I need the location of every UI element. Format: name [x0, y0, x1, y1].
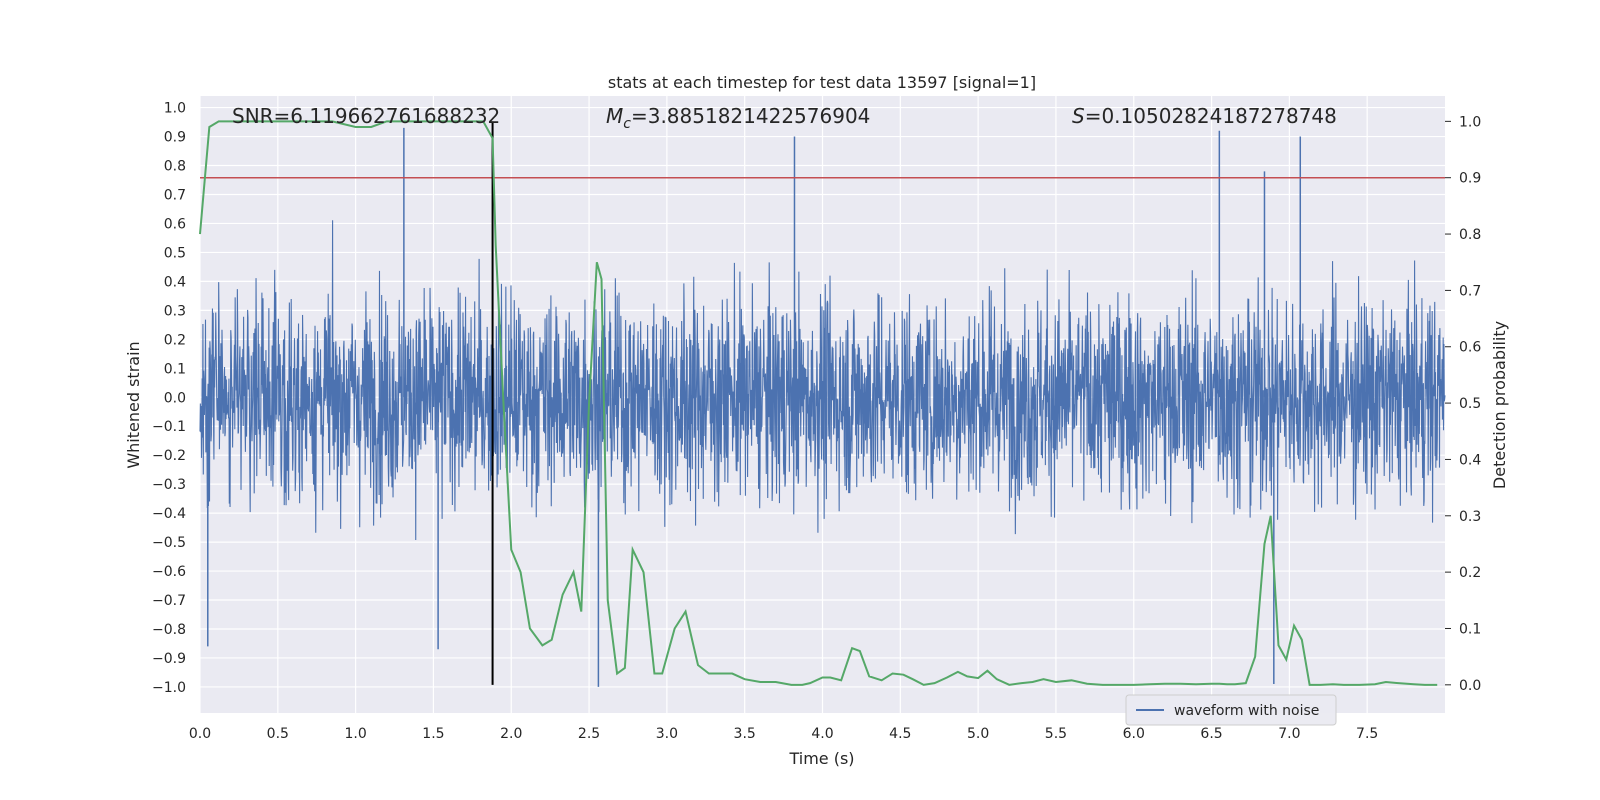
x-tick-label-8: 4.0: [811, 726, 833, 742]
left-tick-label-15: −0.5: [152, 535, 186, 551]
chirp-mass-value: =3.8851821422576904: [631, 104, 870, 128]
waveform-series: [199, 127, 1446, 687]
left-tick-label-19: −0.9: [152, 651, 186, 667]
left-tick-label-2: 0.8: [164, 159, 186, 175]
left-axis-ticks: 1.0 0.9 0.8 0.7 0.6 0.5 0.4 0.3 0.2 0.1 0.0 −0.1 −0.…: [152, 101, 186, 696]
x-tick-label-1: 0.5: [267, 726, 289, 742]
right-tick-label-3: 0.7: [1459, 283, 1481, 299]
x-tick-label-14: 7.0: [1278, 726, 1300, 742]
x-tick-label-10: 5.0: [967, 726, 989, 742]
left-tick-label-5: 0.5: [164, 245, 186, 261]
right-axis-ticks: 1.0 0.9 0.8 0.7 0.6 0.5 0.4 0.3 0.2 0.1 0.0: [1445, 114, 1481, 694]
right-tick-label-0: 1.0: [1459, 114, 1481, 130]
right-tick-label-7: 0.3: [1459, 509, 1481, 525]
s-symbol: S: [1072, 104, 1085, 128]
waveform-path: [199, 220, 1446, 541]
x-tick-label-13: 6.5: [1200, 726, 1222, 742]
x-tick-label-7: 3.5: [734, 726, 756, 742]
right-tick-label-4: 0.6: [1459, 340, 1481, 356]
right-tick-label-9: 0.1: [1459, 621, 1481, 637]
left-tick-label-0: 1.0: [164, 101, 186, 117]
snr-annotation: SNR=6.119662761688232: [232, 104, 500, 128]
s-value: =0.10502824187278748: [1085, 104, 1337, 128]
x-tick-label-4: 2.0: [500, 726, 522, 742]
left-axis-label: Whitened strain: [124, 341, 143, 468]
x-tick-label-12: 6.0: [1123, 726, 1145, 742]
left-tick-label-11: −0.1: [152, 419, 186, 435]
x-tick-label-9: 4.5: [889, 726, 911, 742]
x-tick-label-3: 1.5: [422, 726, 444, 742]
x-axis-ticks: 0.0 0.5 1.0 1.5 2.0 2.5 3.0 3.5 4.0 4.5 5.0 5.5 6.0 6…: [189, 726, 1378, 742]
left-tick-label-14: −0.4: [152, 506, 186, 522]
chirp-mass-subscript: c: [623, 116, 631, 132]
left-tick-label-10: 0.0: [164, 390, 186, 406]
left-tick-label-9: 0.1: [164, 361, 186, 377]
legend-box: [1125, 694, 1337, 726]
s-annotation: S=0.10502824187278748: [1072, 104, 1337, 128]
grid: [199, 96, 1445, 713]
chart-title: stats at each timestep for test data 135…: [608, 73, 1036, 92]
left-tick-label-4: 0.6: [164, 216, 186, 232]
legend-label: waveform with noise: [1174, 703, 1319, 719]
right-axis-label: Detection probability: [1490, 321, 1509, 489]
left-tick-label-7: 0.3: [164, 303, 186, 319]
left-tick-label-1: 0.9: [164, 130, 186, 146]
x-tick-label-6: 3.0: [656, 726, 678, 742]
probability-series: [199, 120, 1438, 686]
x-tick-label-5: 2.5: [578, 726, 600, 742]
left-tick-label-18: −0.8: [152, 622, 186, 638]
x-tick-label-0: 0.0: [189, 726, 211, 742]
x-tick-label-11: 5.5: [1045, 726, 1067, 742]
right-tick-label-8: 0.2: [1459, 565, 1481, 581]
left-tick-label-20: −1.0: [152, 680, 186, 696]
x-tick-label-2: 1.0: [344, 726, 366, 742]
left-tick-label-12: −0.2: [152, 448, 186, 464]
left-tick-label-17: −0.7: [152, 593, 186, 609]
chirp-mass-annotation: Mc=3.8851821422576904: [606, 104, 870, 132]
left-tick-label-3: 0.7: [164, 187, 186, 203]
legend: waveform with noise: [1125, 694, 1337, 726]
left-tick-label-16: −0.6: [152, 564, 186, 580]
left-tick-label-8: 0.2: [164, 332, 186, 348]
x-axis-label: Time (s): [788, 749, 854, 768]
chirp-mass-symbol: M: [606, 104, 623, 128]
left-tick-label-13: −0.3: [152, 477, 186, 493]
right-tick-label-1: 0.9: [1459, 171, 1481, 187]
right-tick-label-10: 0.0: [1459, 678, 1481, 694]
right-tick-label-6: 0.4: [1459, 452, 1481, 468]
x-tick-label-15: 7.5: [1356, 726, 1378, 742]
right-tick-label-5: 0.5: [1459, 396, 1481, 412]
left-tick-label-6: 0.4: [164, 274, 186, 290]
right-tick-label-2: 0.8: [1459, 227, 1481, 243]
